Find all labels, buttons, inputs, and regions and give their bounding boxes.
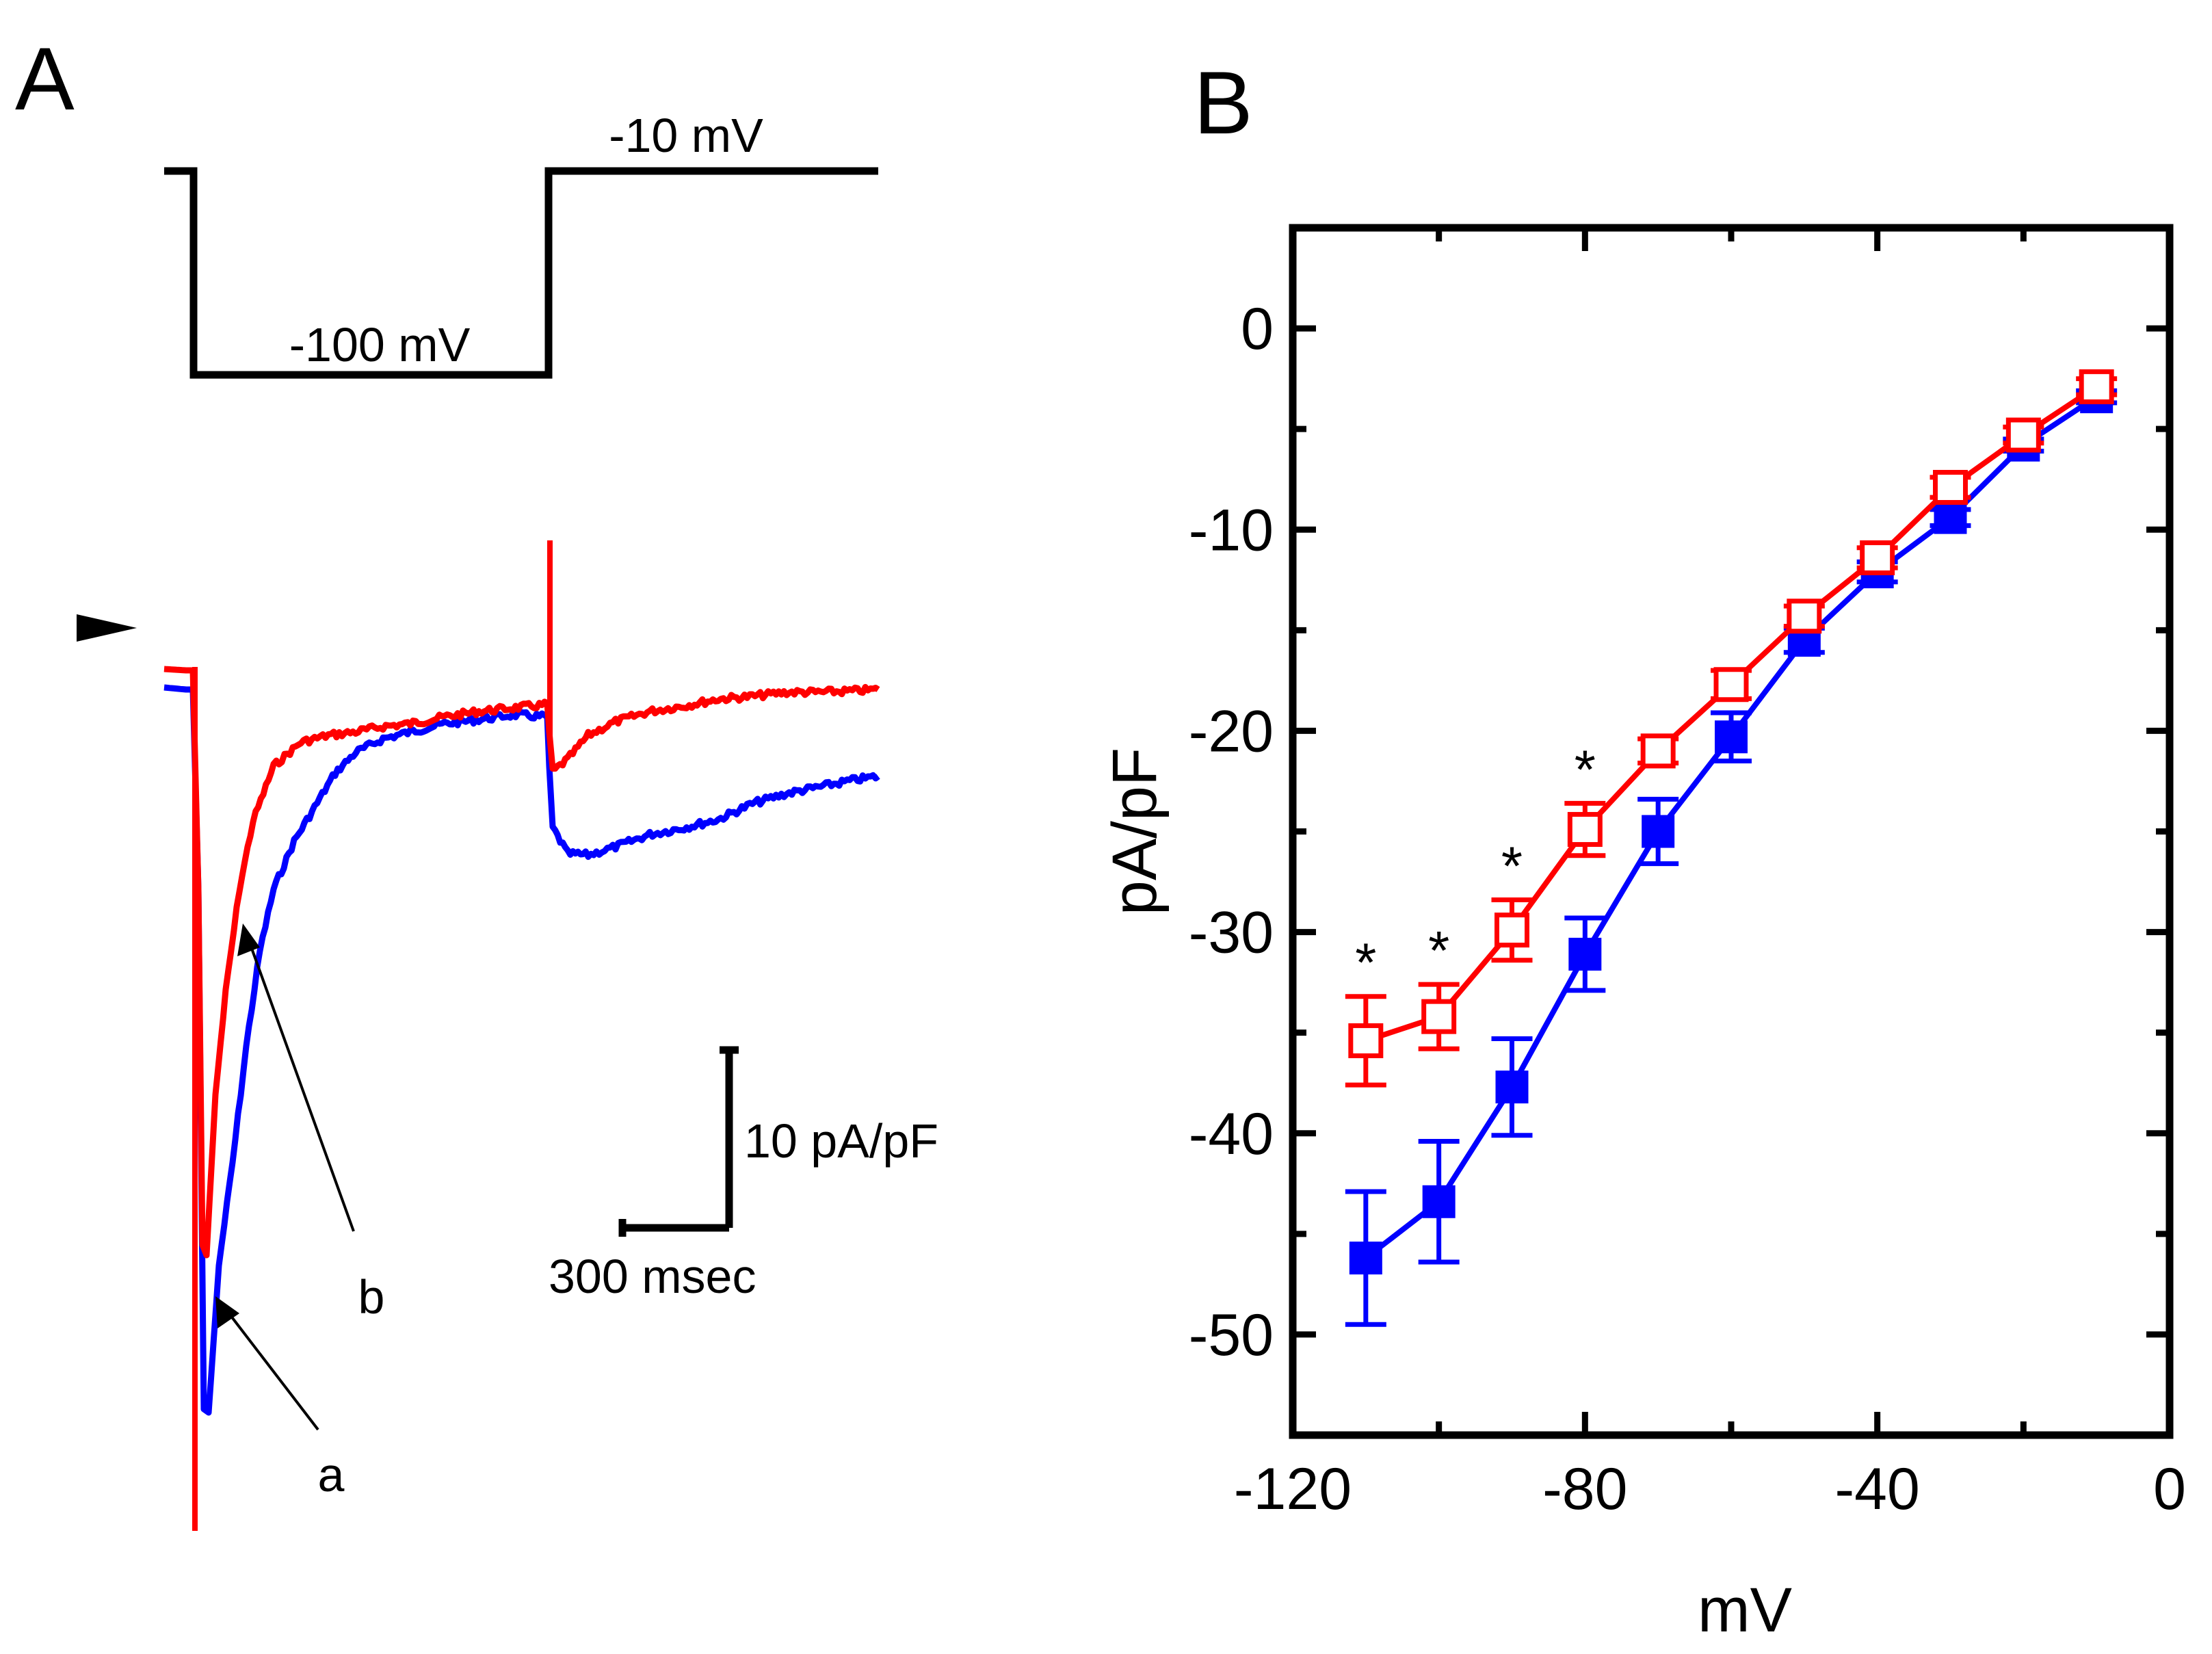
y-tick-label: -20 [1189,698,1274,764]
series-b-point [2005,417,2041,453]
x-axis-title: mV [1698,1575,1792,1645]
panel-a-label: A [15,29,75,129]
current-trace-a [163,684,880,1416]
series-b-point [1640,733,1676,769]
y-tick-label: 0 [1241,296,1274,362]
significance-star: * [1355,932,1376,993]
significance-star: * [1428,920,1449,981]
significance-star: * [1575,739,1596,800]
zero-current-arrowhead-icon [77,614,137,642]
plot-frame [1289,224,2174,1439]
series-b-point [1495,913,1529,948]
y-tick-label: -50 [1189,1302,1274,1368]
series-a-line [1364,394,2098,1261]
protocol-holding-label: -10 mV [609,109,763,162]
scale-bar-horizontal-label: 300 msec [549,1250,756,1303]
series-a-point [1934,501,1967,534]
series-a-point [1349,1242,1382,1275]
y-tick-label: -30 [1189,900,1274,966]
series-b-point [1567,812,1603,848]
series-b-point [1421,999,1457,1034]
series-b-point [1348,1023,1384,1058]
trace-b-arrow [246,936,355,1232]
scale-bar-vertical-label: 10 pA/pF [744,1114,938,1168]
series-b-point [2079,369,2114,404]
current-trace-b [163,666,880,1259]
series-a-point [1715,720,1748,754]
trace-b-arrowhead-icon [237,923,260,956]
trace-a-arrow [222,1305,319,1431]
x-tick-label: -40 [1835,1456,1920,1522]
panel-b: B -120 -80 -40 0 0 -10 -20 -30 -40 -50 mV pA/pF * * * * [1100,53,2186,1645]
x-tick-label: 0 [2153,1456,2186,1522]
series-a-point [1422,1185,1456,1218]
protocol-step-label: -100 mV [289,318,471,371]
series-a-point [1642,815,1675,848]
series-b-point [1860,540,1895,575]
series-b-point [1787,599,1822,634]
x-tick-label: -120 [1234,1456,1352,1522]
panel-b-label: B [1194,53,1253,153]
series-b-point [1933,469,1968,505]
y-axis-title: pA/pF [1100,748,1170,915]
voltage-protocol-trace [164,167,878,379]
scale-bar: 10 pA/pF 300 msec [549,1046,938,1303]
series-a-point [1495,1071,1529,1104]
x-tick-label: -80 [1542,1456,1627,1522]
iv-chart: -120 -80 -40 0 0 -10 -20 -30 -40 -50 mV pA/pF * * * * [1100,224,2186,1645]
trace-b-label: b [358,1270,385,1324]
panel-a: A -10 mV -100 mV b a 10 pA/pF 300 msec [15,29,938,1531]
series-a-point [1568,937,1602,971]
trace-a-label: a [318,1448,345,1501]
y-tick-label: -40 [1189,1101,1274,1167]
y-tick-label: -10 [1189,497,1274,563]
significance-star: * [1501,836,1523,897]
trace-a-arrowhead-icon [215,1296,239,1328]
series-b-point [1713,667,1749,703]
